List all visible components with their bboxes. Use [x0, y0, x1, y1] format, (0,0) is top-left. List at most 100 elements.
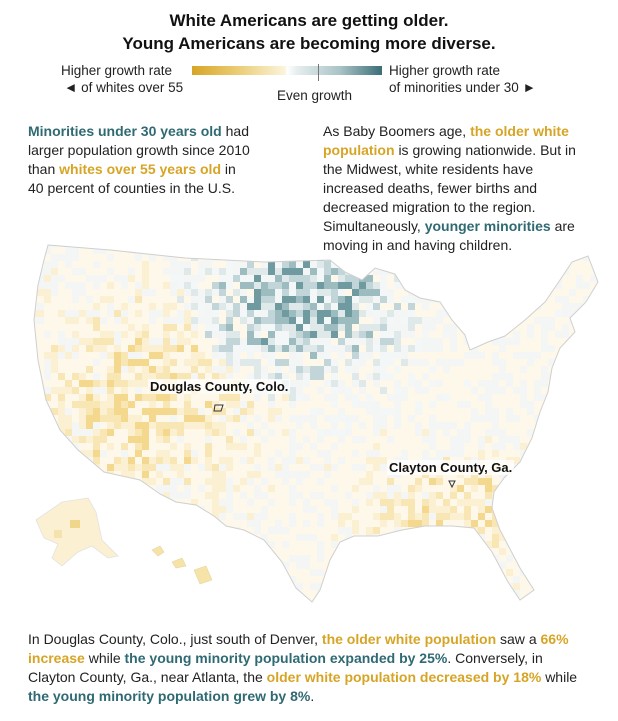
county-cell — [583, 373, 590, 380]
county-cell — [541, 387, 548, 394]
county-cell — [191, 394, 198, 401]
county-cell — [485, 569, 492, 576]
county-cell — [128, 387, 135, 394]
county-cell — [324, 352, 331, 359]
county-cell — [184, 366, 191, 373]
county-cell — [422, 569, 429, 576]
county-cell — [156, 324, 163, 331]
county-cell — [338, 485, 345, 492]
county-cell — [44, 457, 51, 464]
county-cell — [415, 345, 422, 352]
county-cell — [583, 541, 590, 548]
county-cell — [254, 436, 261, 443]
county-cell — [590, 429, 597, 436]
county-cell — [93, 583, 100, 590]
county-cell — [37, 436, 44, 443]
county-cell — [184, 520, 191, 527]
county-cell — [142, 548, 149, 555]
county-cell — [100, 245, 107, 247]
county-cell — [58, 275, 65, 282]
county-cell — [51, 345, 58, 352]
county-cell — [352, 506, 359, 513]
county-cell — [576, 408, 583, 415]
county-cell — [401, 380, 408, 387]
county-cell — [268, 597, 275, 602]
county-cell — [415, 310, 422, 317]
county-cell — [268, 436, 275, 443]
county-cell — [415, 282, 422, 289]
county-cell — [72, 380, 79, 387]
county-cell — [394, 359, 401, 366]
county-cell — [226, 541, 233, 548]
county-cell — [338, 534, 345, 541]
county-cell — [86, 289, 93, 296]
county-cell — [282, 247, 289, 254]
county-cell — [436, 429, 443, 436]
county-cell — [184, 576, 191, 583]
county-cell — [86, 338, 93, 345]
county-cell — [366, 324, 373, 331]
county-cell — [548, 282, 555, 289]
county-cell — [394, 366, 401, 373]
county-cell — [359, 562, 366, 569]
county-cell — [583, 548, 590, 555]
county-cell — [191, 457, 198, 464]
county-cell — [387, 296, 394, 303]
county-cell — [366, 338, 373, 345]
county-cell — [527, 450, 534, 457]
county-cell — [51, 275, 58, 282]
county-cell — [128, 527, 135, 534]
county-cell — [408, 534, 415, 541]
county-cell — [205, 604, 212, 611]
county-cell — [590, 303, 597, 310]
county-cell — [121, 429, 128, 436]
county-cell — [303, 429, 310, 436]
county-cell — [100, 597, 107, 602]
county-cell — [233, 373, 240, 380]
county-cell — [457, 408, 464, 415]
county-cell — [471, 380, 478, 387]
county-cell — [51, 457, 58, 464]
county-cell — [366, 597, 373, 602]
county-cell — [296, 478, 303, 485]
county-cell — [401, 541, 408, 548]
county-cell — [100, 436, 107, 443]
county-cell — [219, 604, 226, 611]
county-cell — [275, 541, 282, 548]
county-cell — [282, 513, 289, 520]
county-cell — [261, 324, 268, 331]
county-cell — [583, 254, 590, 261]
county-cell — [471, 331, 478, 338]
county-cell — [324, 387, 331, 394]
county-cell — [289, 492, 296, 499]
county-cell — [275, 590, 282, 597]
county-cell — [548, 352, 555, 359]
county-cell — [303, 352, 310, 359]
county-cell — [373, 499, 380, 506]
county-cell — [51, 450, 58, 457]
county-cell — [408, 261, 415, 268]
county-cell — [541, 520, 548, 527]
county-cell — [198, 359, 205, 366]
county-cell — [156, 401, 163, 408]
county-cell — [44, 499, 51, 506]
county-cell — [513, 534, 520, 541]
county-cell — [191, 548, 198, 555]
county-cell — [457, 527, 464, 534]
county-cell — [191, 247, 198, 254]
county-cell — [72, 345, 79, 352]
county-cell — [541, 506, 548, 513]
county-cell — [436, 450, 443, 457]
county-cell — [555, 247, 562, 254]
county-cell — [170, 443, 177, 450]
county-cell — [352, 429, 359, 436]
county-cell — [261, 555, 268, 562]
county-cell — [485, 506, 492, 513]
county-cell — [149, 513, 156, 520]
county-cell — [100, 310, 107, 317]
county-cell — [534, 310, 541, 317]
county-cell — [443, 324, 450, 331]
county-cell — [121, 464, 128, 471]
county-cell — [268, 422, 275, 429]
county-cell — [394, 303, 401, 310]
